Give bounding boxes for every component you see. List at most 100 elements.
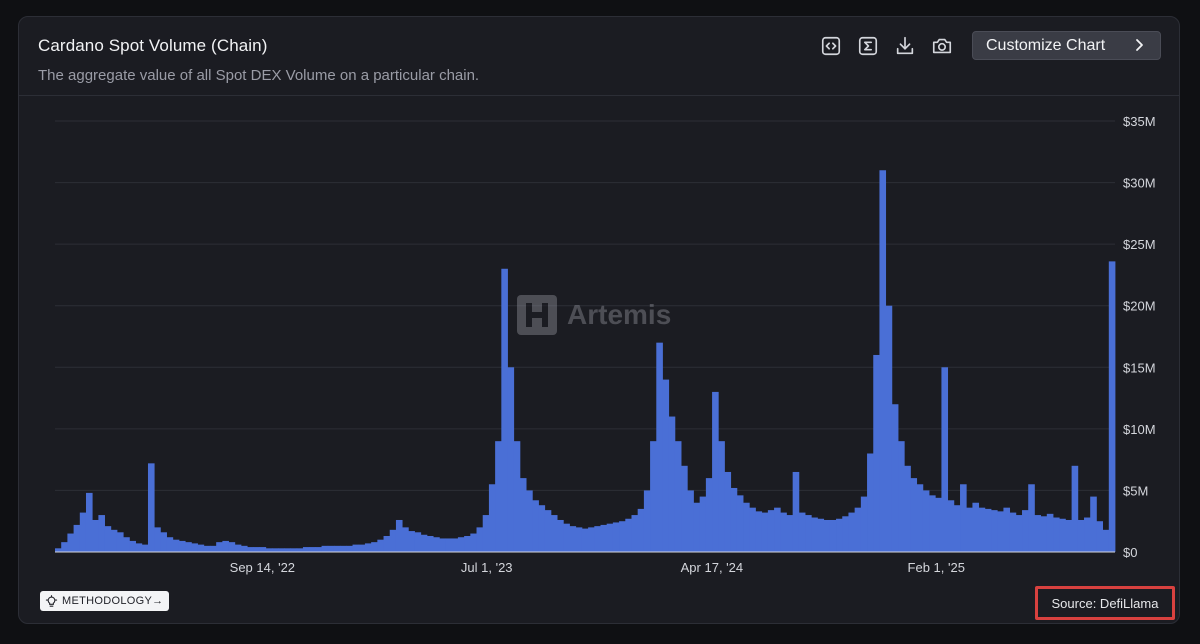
volume-bar [662,379,670,552]
y-tick-label: $20M [1123,299,1156,314]
volume-bar [588,527,595,552]
volume-bar [1022,510,1029,552]
volume-bar [154,527,161,552]
y-tick-label: $25M [1123,237,1156,252]
volume-bar [569,526,577,552]
volume-bar [1034,515,1042,552]
volume-bar [85,492,93,552]
volume-bar [1096,521,1103,552]
volume-bar [1009,512,1017,552]
volume-chart[interactable]: $0 $5M $10M $15M $20M $25M $30M $35M Sep 14, '22… [19,17,1179,623]
volume-bar [526,490,533,552]
chart-card: Cardano Spot Volume (Chain) The aggregat… [18,16,1180,624]
chart-subtitle: The aggregate value of all Spot DEX Volu… [38,67,480,84]
volume-bar [513,441,521,552]
volume-bar [1065,519,1073,552]
x-tick-label: Sep 14, '22 [230,560,295,575]
volume-bar [575,527,583,552]
volume-bar [1003,507,1011,552]
volume-bar [309,547,316,552]
sigma-icon[interactable] [856,34,880,58]
volume-bar [637,508,645,552]
chevron-right-icon [1136,39,1143,51]
volume-bar [656,342,663,552]
volume-bar [581,528,589,552]
volume-bar [253,547,260,552]
volume-bar [953,505,961,552]
volume-bar [898,441,905,552]
volume-bar [408,531,415,552]
volume-bar [792,471,800,552]
volume-bar [550,515,558,552]
volume-bar [922,490,930,552]
volume-bar [352,544,360,552]
volume-bar [209,545,217,552]
x-tick-label: Jul 1, '23 [461,560,513,575]
volume-bar [383,535,391,552]
volume-bar [538,505,546,552]
volume-bar [55,548,62,552]
volume-bar [767,510,775,552]
artemis-watermark: Artemis [517,295,671,335]
header-divider [19,95,1179,96]
volume-bar [92,519,99,552]
volume-bar [185,542,192,552]
volume-bar [997,511,1004,552]
y-tick-label: $0 [1123,545,1137,560]
y-tick-label: $10M [1123,422,1156,437]
volume-bar [178,540,186,552]
volume-bar [377,539,384,552]
volume-bar [600,524,608,552]
volume-bar [625,518,632,552]
download-icon[interactable] [893,34,917,58]
volume-bar [761,512,769,552]
volume-bar [135,543,143,552]
volume-bar [346,545,353,552]
volume-bar [860,496,868,552]
volume-bar [519,478,527,552]
methodology-label: METHODOLOGY→ [62,595,164,607]
volume-bar [470,533,477,552]
volume-bar [991,510,998,552]
volume-bar [166,537,174,552]
embed-code-icon[interactable] [819,34,843,58]
volume-bar [910,478,918,552]
volume-bar [755,511,763,552]
volume-bar [371,542,378,552]
customize-chart-button[interactable]: Customize Chart [972,31,1161,60]
lightbulb-icon [45,594,58,607]
volume-bar [693,502,701,552]
artemis-logo-icon [517,295,557,335]
camera-icon[interactable] [930,34,954,58]
volume-bar [296,548,304,552]
volume-bar [501,268,508,552]
volume-bar [1102,529,1110,552]
watermark-text: Artemis [567,299,672,330]
volume-bar [445,538,453,552]
volume-bar [532,500,539,552]
methodology-button[interactable]: METHODOLOGY→ [40,591,170,611]
volume-bar [327,545,335,552]
volume-bar [61,542,68,552]
volume-bar [848,512,856,552]
volume-bar [681,465,688,552]
volume-bar [1028,484,1035,552]
volume-bar [736,495,744,552]
volume-bar [228,542,236,552]
volume-bar [836,518,843,552]
volume-bar [904,465,911,552]
volume-bar [216,542,223,552]
volume-bar [823,519,831,552]
volume-bar [420,534,428,552]
volume-bar [978,507,986,552]
volume-bar [160,532,167,552]
volume-bar [197,544,205,552]
volume-bar [389,529,397,552]
volume-bar [141,544,149,552]
source-label: Source: DefiLlama [1035,586,1175,620]
volume-bar [495,441,502,552]
volume-bar [203,545,211,552]
volume-bar [457,537,465,552]
volume-bar [1077,519,1085,552]
volume-bar [1040,516,1048,552]
